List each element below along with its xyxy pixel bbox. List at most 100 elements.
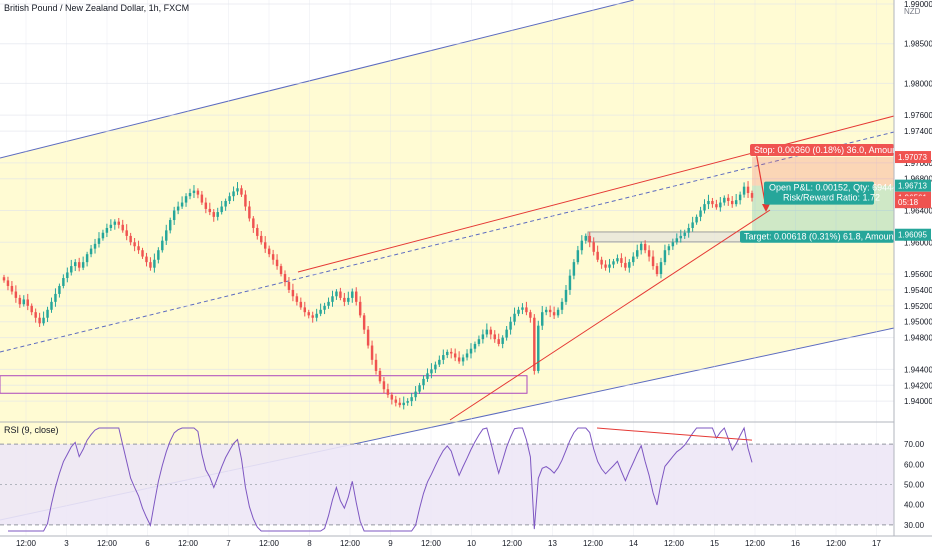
- price-badge: [895, 179, 931, 192]
- candle-body: [263, 242, 267, 249]
- candle-body: [240, 188, 243, 195]
- candle-body: [422, 378, 425, 386]
- candle-body: [184, 196, 188, 203]
- price-tick-label: 1.99000: [904, 0, 932, 9]
- candle-body: [734, 200, 738, 205]
- candle-body: [683, 232, 686, 236]
- candle-body: [544, 309, 548, 313]
- candle-body: [576, 250, 580, 263]
- candle-body: [374, 359, 378, 371]
- candle-body: [746, 186, 750, 194]
- price-badge: [895, 228, 931, 241]
- candle-body: [196, 190, 200, 195]
- channel-upper-line[interactable]: [0, 0, 635, 159]
- candle-body: [121, 224, 124, 231]
- candle-body: [2, 277, 6, 281]
- candle-body: [74, 262, 77, 267]
- candle-body: [501, 337, 504, 344]
- candle-body: [624, 262, 627, 268]
- candle-body: [723, 197, 726, 203]
- candle-body: [628, 262, 631, 268]
- candle-body: [287, 281, 291, 290]
- stop-label: Stop: 0.00360 (0.18%) 36.0, Amount: 750: [754, 145, 920, 155]
- candle-body: [315, 313, 318, 318]
- candle-body: [252, 218, 255, 228]
- time-tick-label: 12:00: [97, 539, 118, 548]
- candle-body: [461, 357, 465, 362]
- candle-body: [513, 313, 516, 322]
- candle-body: [81, 262, 85, 268]
- price-grid: [0, 3, 894, 402]
- time-tick-label: 8: [307, 539, 312, 548]
- price-tick-label: 1.94200: [904, 381, 932, 390]
- candle-body: [271, 254, 275, 260]
- candle-body: [639, 243, 643, 251]
- price-tick-label: 1.95000: [904, 318, 932, 327]
- target-label-box[interactable]: Target: 0.00618 (0.31%) 61.8, Amount: 14…: [740, 230, 932, 243]
- time-tick-label: 12:00: [259, 539, 280, 548]
- candle-body: [750, 193, 754, 198]
- candle-body: [42, 317, 45, 324]
- rsi-line: [8, 426, 753, 532]
- candle-body: [133, 242, 136, 247]
- price-badge: [895, 196, 931, 209]
- time-tick-label: 3: [64, 539, 69, 548]
- price-tick-label: 1.94800: [904, 334, 932, 343]
- rsi-title[interactable]: RSI (9, close): [4, 425, 59, 435]
- candle-body: [477, 339, 481, 344]
- candle-body: [584, 235, 588, 241]
- candle-body: [26, 299, 29, 306]
- candle-body: [224, 200, 227, 207]
- candle-body: [560, 301, 564, 310]
- price-tick-label: 1.97600: [904, 111, 932, 120]
- candle-body: [517, 309, 520, 314]
- rising-wedge-upper-trendline[interactable]: [297, 115, 895, 273]
- candle-body: [600, 259, 603, 265]
- price-axis[interactable]: [894, 0, 932, 536]
- time-tick-label: 12:00: [664, 539, 685, 548]
- candle-body: [378, 370, 382, 382]
- time-tick-label: 6: [145, 539, 150, 548]
- candle-body: [50, 301, 53, 310]
- candle-body: [10, 285, 14, 292]
- time-tick-label: 14: [629, 539, 638, 548]
- candle-body: [141, 250, 144, 257]
- candle-body: [279, 266, 283, 275]
- candle-body: [398, 402, 401, 406]
- parallel-channel-fill[interactable]: [0, 0, 894, 520]
- stop-label-box[interactable]: Stop: 0.00360 (0.18%) 36.0, Amount: 750: [750, 144, 920, 157]
- candle-body: [695, 216, 698, 223]
- time-tick-label: 7: [226, 539, 231, 548]
- stop-loss-zone[interactable]: [752, 157, 894, 186]
- candle-body: [465, 353, 469, 358]
- candle-body: [22, 299, 26, 305]
- time-tick-label: 12:00: [502, 539, 523, 548]
- candle-body: [703, 204, 706, 211]
- candle-body: [446, 351, 449, 356]
- candle-body: [675, 238, 679, 243]
- time-tick-label: 15: [710, 539, 719, 548]
- candle-body: [406, 401, 409, 403]
- pnl-label-box[interactable]: Open P&L: 0.00152, Qty: 69444 Risk/Rewar…: [764, 181, 897, 205]
- candle-body: [165, 230, 168, 241]
- candle-body: [299, 301, 303, 308]
- candle-body: [113, 221, 117, 225]
- candle-body: [256, 227, 259, 236]
- candle-body: [667, 246, 671, 251]
- candle-body: [291, 289, 295, 297]
- candle-body: [608, 264, 611, 268]
- candle-body: [145, 256, 148, 263]
- candle-body: [434, 364, 437, 370]
- candle-body: [738, 194, 742, 201]
- time-tick-label: 13: [548, 539, 557, 548]
- price-tick-label: 1.94400: [904, 365, 932, 374]
- price-tick-label: 1.97000: [904, 159, 932, 168]
- candle-body: [105, 227, 109, 233]
- rsi-divergence-line[interactable]: [596, 427, 753, 441]
- rising-wedge-lower-trendline[interactable]: [449, 209, 771, 421]
- symbol-title[interactable]: British Pound / New Zealand Dollar, 1h, …: [4, 3, 189, 13]
- time-axis[interactable]: [0, 536, 932, 550]
- support-zone-rectangle[interactable]: [0, 375, 528, 394]
